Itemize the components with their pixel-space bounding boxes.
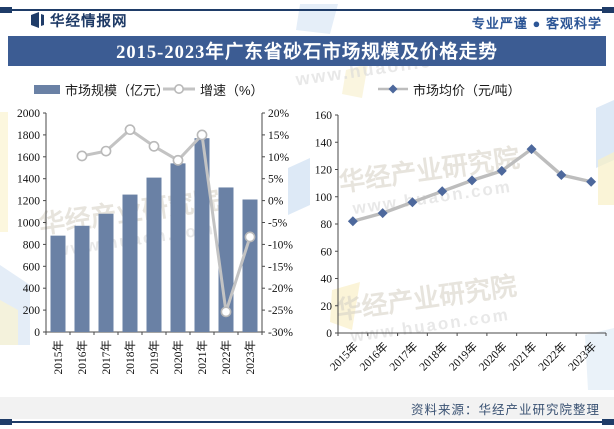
svg-text:1400: 1400 [17, 174, 40, 186]
legend-item-market-size: 市场规模（亿元） [34, 80, 169, 98]
svg-text:-10%: -10% [268, 239, 293, 251]
border-cap-left [0, 419, 12, 425]
svg-text:80: 80 [321, 219, 333, 231]
svg-text:-5%: -5% [268, 218, 288, 230]
svg-text:2023年: 2023年 [565, 339, 599, 373]
svg-text:100: 100 [315, 192, 333, 204]
svg-text:2020年: 2020年 [476, 339, 510, 373]
legend-item-growth: 增速（%） [163, 80, 264, 98]
brand-logo-icon [31, 11, 44, 28]
header-slogan: 专业严谨 ● 客观科学 [471, 16, 602, 31]
svg-text:2017年: 2017年 [99, 340, 113, 375]
border-cap-left [0, 7, 12, 13]
svg-text:1800: 1800 [17, 130, 40, 142]
svg-text:-25%: -25% [268, 305, 293, 317]
source-band: 资料来源：华经产业研究院整理 [0, 397, 614, 419]
svg-text:15%: 15% [268, 130, 290, 142]
svg-text:2017年: 2017年 [386, 339, 420, 373]
svg-text:1200: 1200 [17, 196, 40, 208]
svg-text:2000: 2000 [17, 108, 40, 120]
svg-text:2018年: 2018年 [416, 339, 450, 373]
legend-item-avg-price: 市场均价（元/吨） [378, 80, 521, 98]
svg-text:2021年: 2021年 [195, 340, 209, 375]
svg-text:2016年: 2016年 [75, 340, 89, 375]
svg-text:2018年: 2018年 [123, 340, 137, 375]
svg-text:800: 800 [23, 239, 41, 251]
legend-label: 增速（%） [200, 82, 264, 98]
brand-name: 华经情报网 [50, 14, 128, 30]
svg-text:1000: 1000 [17, 218, 40, 230]
svg-text:1600: 1600 [17, 152, 40, 164]
svg-text:-30%: -30% [268, 327, 293, 339]
svg-text:-20%: -20% [268, 283, 293, 295]
border-cap-right [602, 419, 614, 425]
legend-label: 市场均价（元/吨） [413, 82, 521, 98]
svg-text:20%: 20% [268, 108, 290, 120]
market-size-growth-chart: 0 200 400 600 800 1000 1200 1400 1600 1800 2000 -30… [17, 108, 293, 375]
svg-text:200: 200 [23, 305, 41, 317]
data-source-label: 资料来源：华经产业研究院整理 [410, 402, 600, 417]
svg-text:140: 140 [315, 137, 333, 149]
svg-text:20: 20 [321, 301, 333, 313]
svg-text:0: 0 [326, 328, 332, 340]
svg-text:10%: 10% [268, 152, 290, 164]
svg-text:-15%: -15% [268, 261, 293, 273]
svg-text:2019年: 2019年 [147, 340, 161, 375]
svg-text:2015年: 2015年 [51, 340, 65, 375]
svg-text:2019年: 2019年 [446, 339, 480, 373]
svg-text:2023年: 2023年 [243, 340, 257, 375]
svg-text:60: 60 [321, 246, 333, 258]
svg-text:0: 0 [34, 327, 40, 339]
brand: 华经情报网 [28, 10, 128, 31]
svg-text:2015年: 2015年 [327, 339, 361, 373]
svg-text:400: 400 [23, 283, 41, 295]
svg-text:5%: 5% [268, 174, 284, 186]
svg-text:160: 160 [315, 110, 333, 122]
top-border-line [0, 9, 614, 11]
line-diamond-marker-icon [378, 84, 408, 94]
svg-text:40: 40 [321, 274, 333, 286]
bar-swatch-icon [34, 84, 60, 94]
svg-text:2020年: 2020年 [171, 340, 185, 375]
border-cap-right [602, 7, 614, 13]
bottom-border-line [0, 421, 614, 423]
svg-text:2021年: 2021年 [505, 339, 539, 373]
svg-text:2022年: 2022年 [535, 339, 569, 373]
svg-text:120: 120 [315, 165, 333, 177]
line-circle-marker-icon [163, 84, 195, 94]
svg-text:2022年: 2022年 [219, 340, 233, 375]
legend-label: 市场规模（亿元） [65, 82, 170, 98]
avg-price-chart: 0 20 40 60 80 100 120 140 160 2015年2016年2017年2018… [315, 110, 607, 374]
svg-text:600: 600 [23, 261, 41, 273]
svg-text:0%: 0% [268, 196, 284, 208]
title-bar: 2015-2023年广东省砂石市场规模及价格走势 [8, 36, 606, 66]
page-title: 2015-2023年广东省砂石市场规模及价格走势 [116, 43, 498, 63]
svg-text:2016年: 2016年 [356, 339, 390, 373]
